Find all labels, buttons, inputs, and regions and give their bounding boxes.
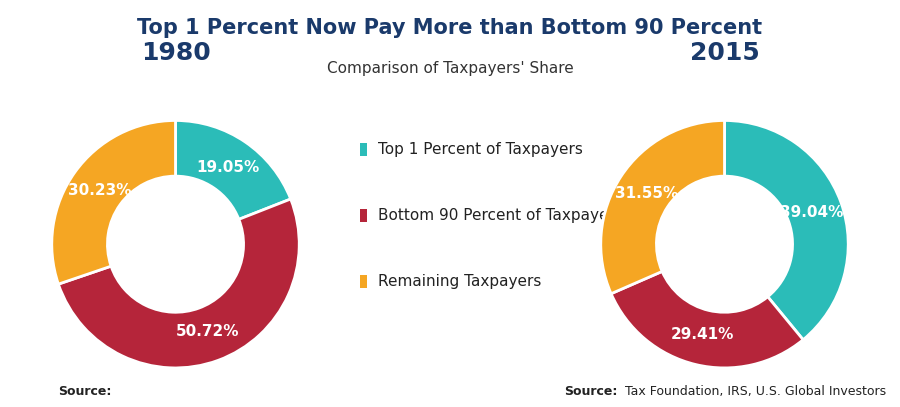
Text: Top 1 Percent of Taxpayers: Top 1 Percent of Taxpayers [378, 142, 583, 157]
Wedge shape [724, 120, 848, 340]
Text: 19.05%: 19.05% [196, 160, 259, 175]
Text: Source:: Source: [564, 385, 617, 398]
Text: Source:: Source: [58, 385, 112, 398]
Text: Remaining Taxpayers: Remaining Taxpayers [378, 274, 542, 289]
Wedge shape [52, 120, 176, 284]
FancyBboxPatch shape [360, 143, 367, 156]
Wedge shape [611, 271, 803, 368]
Wedge shape [601, 120, 724, 294]
Text: 50.72%: 50.72% [176, 324, 239, 339]
Text: 31.55%: 31.55% [616, 186, 679, 201]
Text: 29.41%: 29.41% [671, 327, 734, 342]
Text: Comparison of Taxpayers' Share: Comparison of Taxpayers' Share [327, 61, 573, 76]
FancyBboxPatch shape [360, 209, 367, 222]
Text: Tax Foundation, IRS, U.S. Global Investors: Tax Foundation, IRS, U.S. Global Investo… [621, 385, 886, 398]
Text: Top 1 Percent Now Pay More than Bottom 90 Percent: Top 1 Percent Now Pay More than Bottom 9… [138, 18, 762, 38]
FancyBboxPatch shape [360, 275, 367, 288]
Wedge shape [58, 199, 299, 368]
Text: 2015: 2015 [689, 41, 760, 65]
Text: Bottom 90 Percent of Taxpayers: Bottom 90 Percent of Taxpayers [378, 208, 623, 223]
Text: 1980: 1980 [140, 41, 211, 65]
Text: 30.23%: 30.23% [68, 183, 131, 198]
Wedge shape [176, 120, 291, 219]
Text: 39.04%: 39.04% [780, 206, 843, 220]
